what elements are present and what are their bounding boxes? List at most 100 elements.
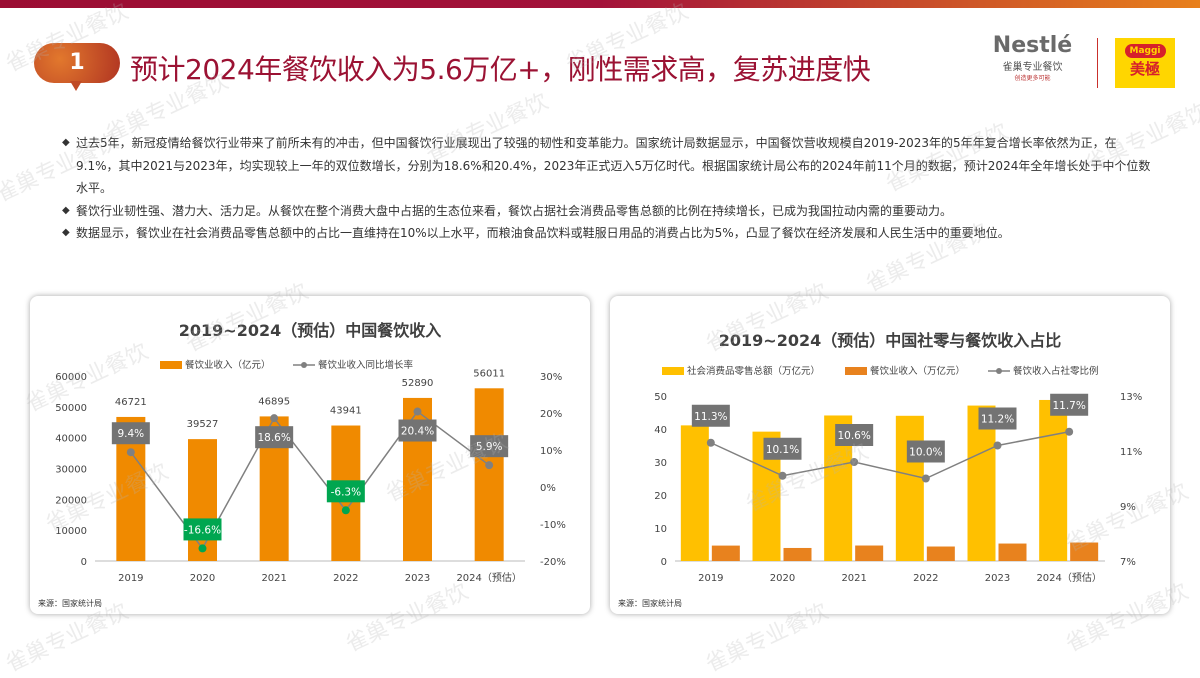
page-title: 预计2024年餐饮收入为5.6万亿+，刚性需求高，复苏进度快 bbox=[130, 53, 871, 86]
line-point bbox=[413, 407, 422, 416]
chart-panel-retail-share: 2019~2024（预估）中国社零与餐饮收入占比 社会消费品零售总额（万亿元） 餐饮… bbox=[610, 296, 1170, 614]
x-tick: 2021 bbox=[261, 573, 286, 584]
legend-swatch bbox=[845, 367, 867, 375]
y-right-tick: 0% bbox=[540, 483, 556, 494]
y-left-tick: 20000 bbox=[55, 495, 87, 506]
bar bbox=[783, 547, 812, 561]
line-data-label-box bbox=[691, 404, 730, 427]
line-data-label: 10.1% bbox=[766, 444, 799, 456]
y-left-tick: 50 bbox=[654, 392, 667, 403]
legend-marker bbox=[301, 362, 307, 368]
x-tick: 2019 bbox=[118, 573, 143, 584]
line-data-label-box bbox=[1050, 393, 1089, 416]
y-left-tick: 10 bbox=[654, 524, 667, 535]
y-right-tick: -20% bbox=[540, 557, 566, 568]
maggi-logo-text: Maggi bbox=[1124, 44, 1166, 58]
line-data-label: -16.6% bbox=[184, 524, 221, 536]
x-tick: 2022 bbox=[913, 573, 938, 584]
bar-data-label: 46895 bbox=[258, 396, 290, 407]
legend-label: 餐饮业收入同比增长率 bbox=[318, 359, 414, 371]
bar bbox=[1070, 542, 1099, 561]
bar bbox=[926, 546, 955, 561]
nestle-logo-text: Nestlé bbox=[992, 33, 1073, 58]
line-data-label: 11.2% bbox=[981, 414, 1014, 426]
bar-data-label: 46721 bbox=[115, 397, 147, 408]
maggi-logo: Maggi 美極 bbox=[1115, 38, 1175, 88]
legend-label: 餐饮业收入（万亿元） bbox=[870, 365, 965, 377]
line-data-label: 10.0% bbox=[909, 447, 942, 459]
line-point bbox=[706, 438, 715, 447]
line-data-label-box bbox=[978, 407, 1017, 430]
bar bbox=[967, 405, 996, 561]
x-tick: 2019 bbox=[698, 573, 723, 584]
x-tick: 2020 bbox=[770, 573, 795, 584]
line-point bbox=[485, 461, 494, 470]
line-data-label: 18.6% bbox=[257, 432, 290, 444]
y-right-tick: 13% bbox=[1120, 392, 1142, 403]
line-data-label: 20.4% bbox=[401, 426, 434, 438]
line-point bbox=[341, 506, 350, 515]
y-left-tick: 30000 bbox=[55, 465, 87, 476]
bar bbox=[855, 545, 884, 561]
line-data-label-box bbox=[183, 518, 222, 541]
line-point bbox=[126, 448, 135, 457]
y-left-tick: 0 bbox=[81, 557, 87, 568]
y-left-tick: 40 bbox=[654, 425, 667, 436]
y-right-tick: 30% bbox=[540, 372, 562, 383]
y-left-tick: 0 bbox=[661, 557, 667, 568]
legend-label: 餐饮收入占社零比例 bbox=[1013, 365, 1099, 377]
line-point bbox=[778, 471, 787, 480]
bullet-item: 餐饮行业韧性强、潜力大、活力足。从餐饮在整个消费大盘中占据的生态位来看，餐饮占据… bbox=[62, 200, 1152, 223]
x-tick: 2022 bbox=[333, 573, 358, 584]
line-data-label-box bbox=[398, 419, 437, 442]
line-data-label: -6.3% bbox=[331, 486, 361, 498]
y-left-tick: 40000 bbox=[55, 434, 87, 445]
bullet-item: 数据显示，餐饮业在社会消费品零售总额中的占比一直维持在10%以上水平，而粮油食品… bbox=[62, 222, 1152, 245]
y-left-tick: 20 bbox=[654, 491, 667, 502]
chart-panel-restaurant-revenue: 2019~2024（预估）中国餐饮收入餐饮业收入（亿元） 餐饮业收入同比增长率 0 1… bbox=[30, 296, 590, 614]
y-left-tick: 10000 bbox=[55, 526, 87, 537]
x-tick: 2023 bbox=[405, 573, 430, 584]
top-accent-bar bbox=[0, 0, 1200, 8]
bullet-list: 过去5年，新冠疫情给餐饮行业带来了前所未有的冲击，但中国餐饮行业展现出了较强的韧… bbox=[62, 132, 1152, 245]
line-data-label: 10.6% bbox=[837, 430, 870, 442]
bar bbox=[1039, 399, 1068, 561]
bar-data-label: 39527 bbox=[187, 419, 219, 430]
y-left-tick: 50000 bbox=[55, 403, 87, 414]
bar-data-label: 52890 bbox=[402, 378, 434, 389]
line-data-label-box bbox=[763, 437, 802, 460]
line-point bbox=[921, 474, 930, 483]
line-series bbox=[710, 431, 1070, 480]
line-data-label: 11.7% bbox=[1052, 400, 1085, 412]
line-point bbox=[198, 544, 207, 553]
y-right-tick: -10% bbox=[540, 520, 566, 531]
line-data-label: 9.4% bbox=[117, 428, 144, 440]
legend-swatch bbox=[160, 361, 182, 369]
bar bbox=[680, 425, 709, 561]
x-tick: 2021 bbox=[841, 573, 866, 584]
bar bbox=[895, 415, 924, 561]
bar-data-label: 43941 bbox=[330, 406, 362, 417]
legend-label: 餐饮业收入（亿元） bbox=[185, 359, 271, 371]
nestle-logo-tagline: 创造更多可能 bbox=[1014, 75, 1051, 82]
line-data-label-box bbox=[470, 435, 509, 458]
logo-divider bbox=[1097, 38, 1098, 88]
line-data-label-box bbox=[255, 426, 294, 449]
line-point bbox=[1065, 427, 1074, 436]
x-tick: 2023 bbox=[985, 573, 1010, 584]
x-tick: 2020 bbox=[190, 573, 215, 584]
bar bbox=[188, 439, 217, 561]
nestle-logo: Nestlé 雀巢专业餐饮 创造更多可能 bbox=[985, 33, 1080, 93]
bar bbox=[711, 545, 740, 561]
bullet-item: 过去5年，新冠疫情给餐饮行业带来了前所未有的冲击，但中国餐饮行业展现出了较强的韧… bbox=[62, 132, 1152, 200]
bar bbox=[474, 388, 504, 561]
legend-swatch bbox=[662, 367, 684, 375]
nestle-logo-subtitle: 雀巢专业餐饮 bbox=[1002, 62, 1063, 73]
section-number-badge: 1 bbox=[34, 43, 120, 91]
y-right-tick: 11% bbox=[1120, 447, 1142, 458]
line-data-label-box bbox=[111, 422, 150, 445]
chart-title: 2019~2024（预估）中国餐饮收入 bbox=[179, 321, 441, 340]
bar bbox=[998, 543, 1027, 561]
